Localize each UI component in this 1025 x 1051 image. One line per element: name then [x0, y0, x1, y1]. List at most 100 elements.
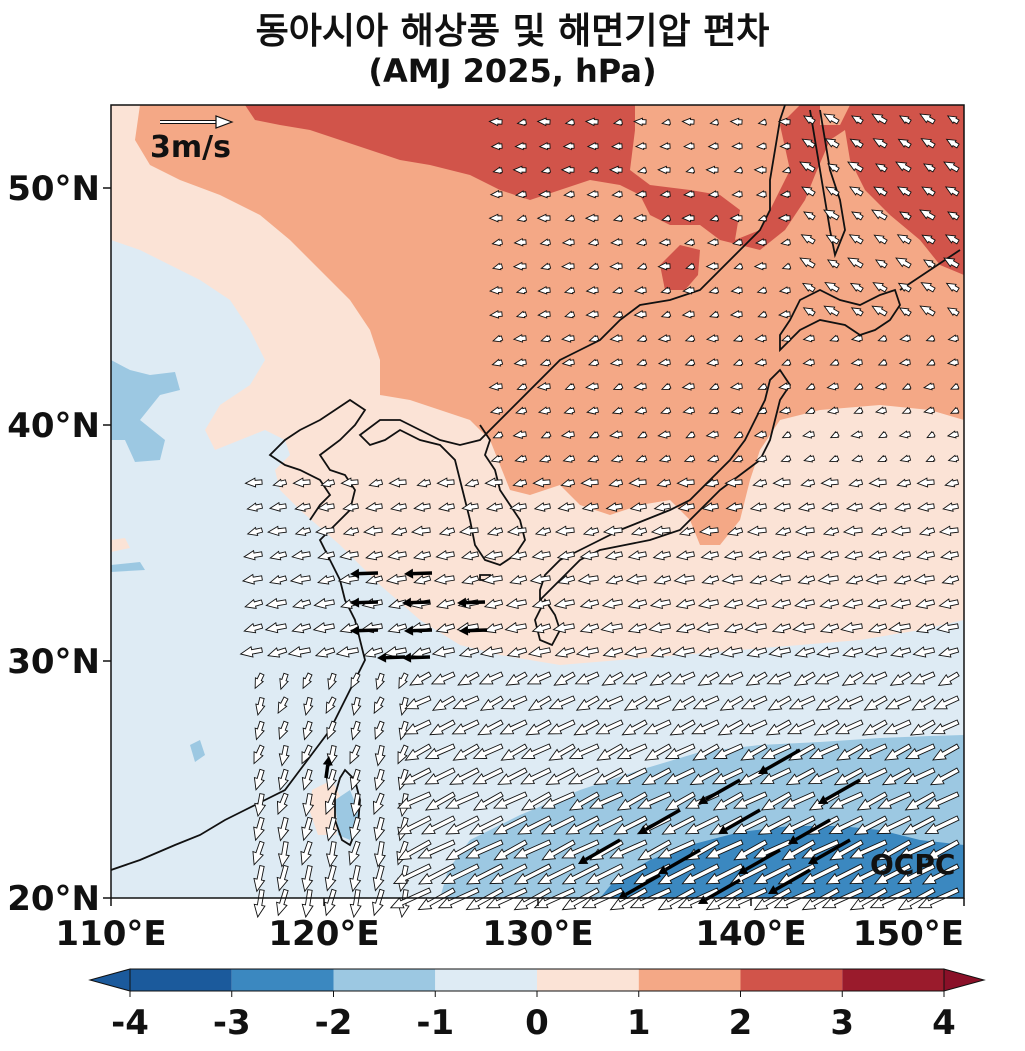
wind-arrow	[781, 334, 792, 342]
wind-arrow	[472, 791, 504, 811]
wind-arrow	[890, 646, 912, 658]
wind-arrow	[685, 431, 696, 439]
wind-arrow	[349, 816, 361, 842]
wind-arrow	[444, 791, 480, 809]
wind-arrow	[895, 257, 912, 269]
wind-arrow	[682, 406, 695, 415]
wind-arrow	[745, 671, 768, 686]
wind-arrow	[276, 888, 289, 917]
wind-arrow	[553, 671, 576, 686]
wind-arrow	[612, 310, 624, 319]
wind-arrow	[709, 118, 719, 126]
wind-arrow	[685, 262, 696, 270]
wind-arrow	[926, 430, 936, 439]
wind-arrow	[602, 647, 624, 658]
wind-arrow	[673, 573, 695, 585]
wind-arrow	[365, 574, 384, 585]
wind-arrow	[451, 719, 480, 735]
wind-arrow	[491, 238, 503, 247]
wind-arrow-significant	[638, 808, 681, 834]
wind-arrow	[683, 238, 695, 247]
wind-arrow	[616, 767, 648, 785]
wind-arrow	[399, 696, 410, 716]
wind-arrow	[827, 163, 840, 173]
wind-arrow	[537, 309, 551, 319]
wind-arrow	[537, 406, 551, 415]
wind-arrow	[730, 406, 743, 415]
wind-arrow	[660, 310, 672, 319]
wind-arrow	[499, 719, 528, 735]
wind-arrow	[757, 214, 768, 222]
wind-arrow	[705, 261, 719, 271]
wind-arrow	[797, 502, 815, 512]
wind-arrow	[490, 454, 504, 463]
wind-arrow	[561, 863, 600, 885]
wind-arrow-significant	[404, 568, 433, 579]
wind-arrow	[490, 142, 503, 151]
wind-arrow	[877, 431, 888, 439]
wind-arrow	[506, 647, 528, 658]
wind-arrow	[512, 333, 527, 343]
wind-arrow	[938, 598, 959, 610]
wind-arrow	[385, 573, 407, 585]
wind-arrow	[867, 623, 888, 634]
wind-arrow	[847, 257, 864, 269]
wind-arrow	[287, 645, 311, 658]
pressure-anomaly-field	[111, 105, 964, 898]
wind-arrow	[633, 286, 647, 295]
wind-arrow	[627, 598, 648, 609]
wind-arrow	[491, 358, 504, 367]
wind-arrow	[916, 477, 935, 488]
wind-arrow	[294, 526, 312, 537]
wind-arrow	[923, 406, 935, 415]
wind-arrow	[848, 234, 864, 245]
wind-arrow	[915, 623, 936, 634]
wind-arrow	[266, 647, 288, 658]
wind-arrow	[719, 695, 744, 711]
wind-arrow	[560, 478, 576, 488]
wind-arrow	[753, 165, 767, 175]
wind-arrow	[633, 213, 647, 223]
wind-arrow	[609, 334, 623, 343]
wind-arrow	[568, 767, 600, 785]
wind-arrow	[802, 307, 816, 317]
wind-arrow	[757, 118, 767, 126]
wind-arrow	[691, 719, 720, 735]
wind-arrow	[801, 186, 816, 197]
wind-arrow	[915, 598, 936, 609]
wind-arrow	[452, 743, 480, 761]
colorbar-tick-label: 4	[932, 1003, 956, 1043]
wind-arrow	[841, 671, 864, 686]
wind-arrow	[704, 478, 720, 488]
wind-arrow	[609, 887, 648, 911]
wind-arrow	[833, 767, 864, 786]
wind-arrow	[697, 598, 719, 610]
wind-arrow	[705, 334, 719, 343]
wind-arrow	[856, 791, 888, 811]
wind-arrow	[753, 839, 792, 859]
wind-arrow	[637, 839, 672, 861]
wind-arrow	[890, 598, 911, 610]
wind-arrow	[681, 117, 695, 127]
wind-arrow	[802, 115, 816, 125]
wind-arrow	[671, 695, 696, 711]
wind-arrow	[851, 211, 864, 221]
wind-arrow	[730, 286, 743, 295]
wind-arrow	[708, 286, 720, 295]
wind-arrow	[327, 672, 337, 691]
wind-arrow	[472, 767, 504, 785]
wind-arrow	[781, 358, 792, 366]
wind-arrow	[709, 382, 720, 390]
wind-arrow	[897, 282, 912, 293]
wind-arrow	[760, 791, 792, 811]
wind-arrow	[515, 310, 528, 319]
wind-arrow	[325, 816, 338, 842]
wind-arrow	[947, 334, 959, 343]
wind-arrow	[733, 166, 744, 174]
coastline-china	[111, 398, 367, 871]
wind-arrow	[564, 310, 576, 319]
wind-arrow	[943, 257, 960, 269]
wind-arrow	[483, 598, 504, 609]
wind-arrow	[254, 720, 265, 741]
wind-arrow	[509, 574, 528, 585]
